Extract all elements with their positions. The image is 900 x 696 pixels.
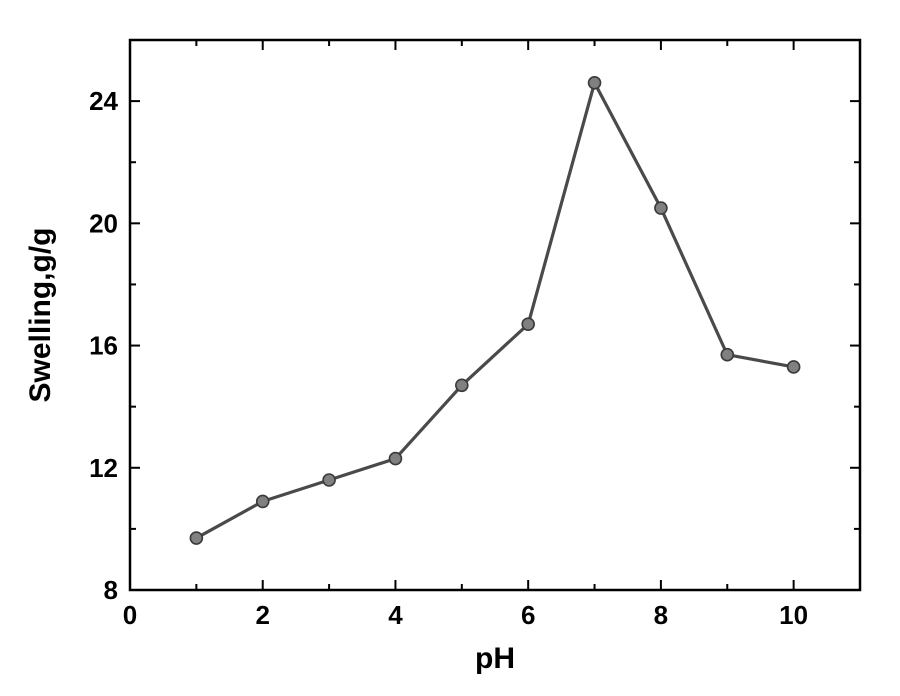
svg-text:6: 6: [521, 600, 535, 630]
svg-text:pH: pH: [475, 642, 515, 675]
chart-svg: 0246810812162024pHSwelling,g/g: [0, 0, 900, 696]
svg-text:16: 16: [89, 331, 118, 361]
svg-text:10: 10: [779, 600, 808, 630]
swelling-vs-ph-chart: 0246810812162024pHSwelling,g/g: [0, 0, 900, 696]
svg-text:20: 20: [89, 208, 118, 238]
svg-text:0: 0: [123, 600, 137, 630]
svg-text:24: 24: [89, 86, 118, 116]
svg-text:Swelling,g/g: Swelling,g/g: [24, 227, 57, 402]
svg-text:2: 2: [255, 600, 269, 630]
svg-text:8: 8: [104, 575, 118, 605]
svg-text:12: 12: [89, 453, 118, 483]
svg-text:8: 8: [654, 600, 668, 630]
svg-text:4: 4: [388, 600, 403, 630]
